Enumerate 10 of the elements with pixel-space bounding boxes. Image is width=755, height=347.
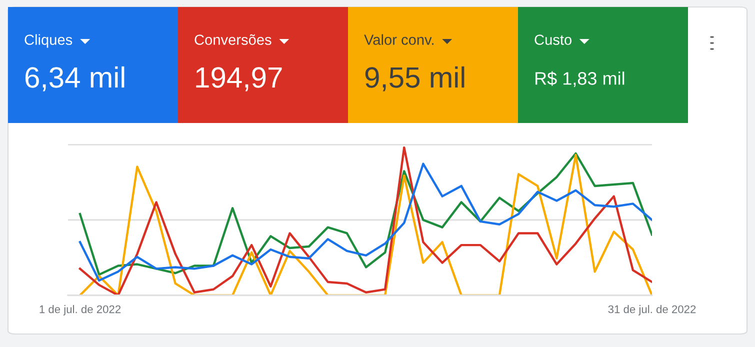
x-tick-label: 1 de jul. de 2022 [40,305,121,316]
category-label: Custo [534,34,572,45]
text: R$ 1,83 mil [535,71,624,87]
x-tick-label: 31 de jul. de 2022 [608,305,696,316]
text: 6,34 mil [25,66,124,92]
text: 9,55 mil [365,66,464,92]
text: 194,97 [196,67,282,92]
category-label: Valor conv. [364,34,434,45]
category-label: Conversões [194,34,272,45]
category-label: Cliques [24,34,72,48]
